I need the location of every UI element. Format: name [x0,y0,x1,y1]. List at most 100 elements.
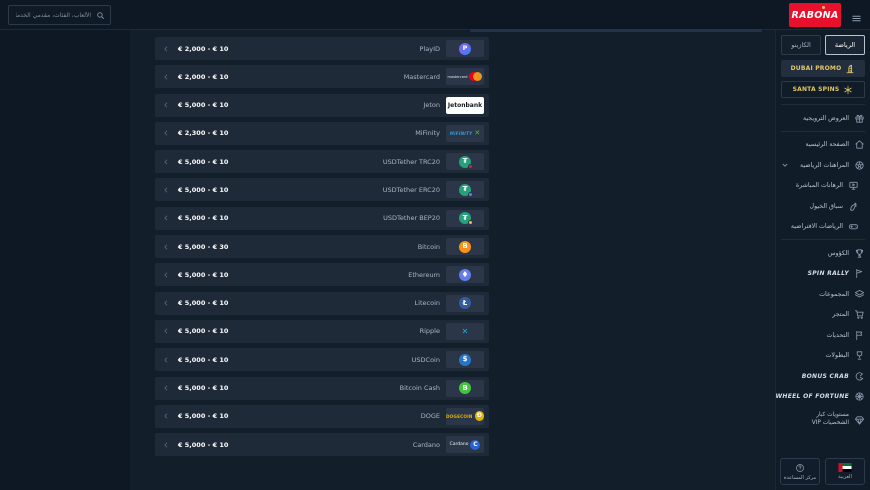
row-chevron-icon[interactable] [162,73,170,81]
deposit-range: € 5,000 - € 10 [178,101,229,110]
chevron-down-icon[interactable] [781,161,789,169]
payment-row-usdcoin[interactable]: $ USDCoin € 5,000 - € 10 [155,348,489,372]
payment-name: Litecoin [414,299,440,308]
deposit-range: € 5,000 - € 30 [178,242,229,251]
mastercard-logo: mastercard [446,68,484,86]
dubai-tower-icon [846,64,854,73]
sidebar-item-dubai-promo[interactable]: DUBAI PROMO [781,60,865,77]
payment-name: Ethereum [408,270,440,279]
payment-row-usdt-erc20[interactable]: ₮ USDTether ERC20 € 5,000 - € 10 [155,178,489,202]
payment-row-bitcoin-cash[interactable]: B Bitcoin Cash € 5,000 - € 10 [155,376,489,400]
bitcoin-logo: B [446,238,484,256]
deposit-range: € 2,300 - € 10 [178,129,229,138]
challenge-flag-icon [856,330,863,340]
sidebar-item-wheel-of-fortune[interactable]: WHEEL OF FORTUNE [776,387,865,408]
row-chevron-icon[interactable] [162,327,170,335]
payment-row-mastercard[interactable]: mastercard Mastercard € 2,000 - € 10 [155,65,489,89]
row-chevron-icon[interactable] [162,412,170,420]
payment-row-playid[interactable]: P PlayID € 2,000 - € 10 [155,37,489,60]
sidebar-item-santa-spins[interactable]: SANTA SPINS [781,81,865,98]
row-chevron-icon[interactable] [162,384,170,392]
usdt-bep20-logo: ₮ [446,209,484,227]
payment-row-ripple[interactable]: ✕ Ripple € 5,000 - € 10 [155,319,489,343]
tournament-cup-icon [856,351,863,360]
horse-icon [850,202,857,211]
rabona-logo[interactable]: RABONA [789,3,841,27]
dogecoin-logo: Ð DOGECOIN [446,407,484,425]
deposit-range: € 2,000 - € 10 [178,72,229,81]
payment-row-usdt-bep20[interactable]: ₮ USDTether BEP20 € 5,000 - € 10 [155,206,489,230]
tab-casino[interactable]: الكازينو [781,35,821,55]
payment-row-usdt-trc20[interactable]: ₮ USDTether TRC20 € 5,000 - € 10 [155,150,489,174]
payment-name: USDTether ERC20 [382,185,440,194]
sidebar-item-home[interactable]: الصفحة الرئيسية [781,135,865,156]
tab-sports[interactable]: الرياضة [825,35,865,55]
sidebar-item-tournaments[interactable]: البطولات [781,346,865,367]
search-input[interactable] [14,10,93,20]
collections-icon [854,289,865,298]
sidebar: الرياضة الكازينو DUBAI PROMO SANTA SPINS… [775,30,870,490]
row-chevron-icon[interactable] [162,129,170,137]
deposit-range: € 5,000 - € 10 [178,157,229,166]
row-chevron-icon[interactable] [162,101,170,109]
row-chevron-icon[interactable] [162,243,170,251]
payment-row-mifinity[interactable]: ✕ MiFINITY MiFinity € 2,300 - € 10 [155,121,489,145]
payment-name: Jeton [423,101,440,110]
sidebar-item-horse-racing[interactable]: سباق الخيول [781,196,865,217]
row-chevron-icon[interactable] [162,186,170,194]
sidebar-item-promotions[interactable]: العروض الترويجية [781,108,865,129]
horizontal-scrollbar[interactable] [470,29,762,32]
payment-name: Cardano [412,440,440,449]
cardano-logo: C Cardano [446,436,484,454]
sidebar-item-challenges[interactable]: التحديات [781,325,865,346]
sidebar-item-live-bets[interactable]: الرهانات المباشرة [781,176,865,197]
wheel-icon [855,392,864,401]
menu-icon[interactable] [851,9,862,28]
divider [781,130,865,132]
litecoin-logo: Ł [446,294,484,312]
payment-row-jeton[interactable]: Jetonbank Jeton € 5,000 - € 10 [155,93,489,117]
gamepad-icon [848,224,859,230]
usdt-erc20-logo: ₮ [446,181,484,199]
row-chevron-icon[interactable] [162,45,170,53]
search-box[interactable] [8,5,111,25]
payment-row-bitcoin[interactable]: B Bitcoin € 5,000 - € 30 [155,235,489,259]
row-chevron-icon[interactable] [162,158,170,166]
sidebar-item-bonus-crab[interactable]: BONUS CRAB [781,366,865,387]
divider [781,239,865,240]
row-chevron-icon[interactable] [162,356,170,364]
sport-casino-tabs: الرياضة الكازينو [781,35,865,55]
payment-name: MiFinity [415,129,440,138]
sidebar-item-spin-rally[interactable]: SPIN RALLY [781,264,865,285]
help-center-button[interactable]: مركز المساعدة [780,458,820,485]
sidebar-nav: العروض الترويجية الصفحة الرئيسية المراهن… [776,108,865,433]
payment-row-cardano[interactable]: C Cardano Cardano € 5,000 - € 10 [155,433,489,457]
payment-name: USDTether TRC20 [382,157,440,166]
sidebar-item-sports-betting[interactable]: المراهنات الرياضية [781,155,865,176]
deposit-range: € 5,000 - € 10 [178,185,229,194]
trophy-icon [855,249,864,258]
logo-ball-accent [822,6,825,9]
payment-row-doge[interactable]: Ð DOGECOIN DOGE € 5,000 - € 10 [155,404,489,428]
row-chevron-icon[interactable] [162,441,170,449]
sidebar-item-vip-levels[interactable]: مستويات كبار الشخصيات VIP [781,407,865,433]
sidebar-item-virtual-sports[interactable]: الرياضات الافتراضية [781,217,865,238]
row-chevron-icon[interactable] [162,271,170,279]
sidebar-item-store[interactable]: المتجر [781,305,865,326]
sidebar-item-collections[interactable]: المجموعات [781,284,865,305]
sidebar-item-cups[interactable]: الكؤوس [781,243,865,264]
home-icon [855,140,864,149]
vip-diamond-icon [854,415,865,425]
payment-name: Bitcoin Cash [399,384,440,393]
payment-row-litecoin[interactable]: Ł Litecoin € 5,000 - € 10 [155,291,489,315]
deposit-range: € 5,000 - € 10 [178,355,229,364]
language-button[interactable]: العربية [825,458,865,485]
row-chevron-icon[interactable] [162,214,170,222]
uae-flag-icon [838,463,852,472]
payment-name: Ripple [419,327,440,336]
snowflake-icon [844,85,853,94]
deposit-range: € 5,000 - € 10 [178,412,229,421]
payment-row-ethereum[interactable]: ♦ Ethereum € 5,000 - € 10 [155,263,489,287]
row-chevron-icon[interactable] [162,299,170,307]
